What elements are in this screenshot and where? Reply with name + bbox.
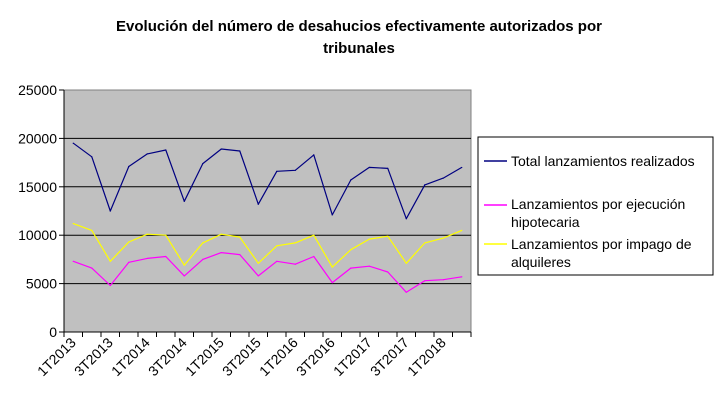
data-point	[405, 218, 407, 220]
data-point	[294, 263, 296, 265]
x-tick-label: 1T2013	[34, 334, 79, 379]
y-tick-label: 10000	[18, 227, 57, 243]
data-point	[424, 280, 426, 282]
data-point	[387, 167, 389, 170]
legend-label-hipotecaria-line-1: Lanzamientos por ejecución	[511, 196, 685, 212]
data-point	[72, 142, 74, 144]
chart-title-line-1: Evolución del número de desahucios efect…	[116, 18, 602, 35]
y-tick-label: 20000	[18, 130, 57, 146]
data-point	[109, 210, 111, 212]
series-line-3	[73, 223, 463, 268]
x-tick-label: 1T2017	[330, 334, 375, 379]
data-point	[91, 229, 93, 231]
data-point	[350, 267, 352, 269]
data-point	[313, 154, 315, 156]
data-point	[239, 253, 241, 256]
data-point	[424, 242, 426, 244]
data-point	[387, 271, 389, 273]
data-point	[368, 265, 370, 267]
data-point	[128, 261, 130, 263]
data-point	[442, 237, 444, 239]
legend-box	[477, 136, 714, 276]
x-tick-label: 1T2018	[404, 334, 449, 379]
data-point	[146, 257, 148, 260]
data-point	[202, 242, 204, 244]
data-point	[331, 282, 333, 284]
x-tick-label: 3T2016	[293, 334, 338, 379]
chart-title-line-2: tribunales	[323, 40, 395, 57]
data-point	[128, 165, 130, 168]
data-point	[461, 166, 463, 169]
data-point	[91, 156, 93, 158]
data-point	[165, 255, 167, 258]
data-point	[313, 255, 315, 258]
legend-label-hipotecaria-line-2: hipotecaria	[511, 214, 580, 230]
legend-label-alquileres-line-1: Lanzamientos por impago de	[511, 236, 692, 252]
series-line-1	[72, 142, 463, 220]
data-point	[220, 233, 222, 235]
series-line-2	[73, 252, 462, 293]
data-point	[146, 153, 148, 155]
data-point	[257, 262, 259, 264]
x-tick-label: 1T2015	[182, 334, 227, 379]
data-point	[276, 245, 278, 247]
data-point	[368, 238, 370, 240]
data-point	[405, 262, 407, 264]
data-point	[424, 184, 426, 186]
data-point	[257, 275, 259, 277]
series-lines	[72, 142, 463, 293]
data-point	[276, 260, 278, 262]
data-point	[461, 229, 463, 231]
x-axis: 1T20133T20131T20143T20141T20153T20151T20…	[34, 331, 472, 379]
data-point	[294, 169, 296, 171]
y-tick-label: 15000	[18, 179, 57, 195]
data-point	[368, 166, 370, 169]
data-point	[442, 279, 444, 281]
data-point	[91, 267, 93, 269]
data-point	[239, 150, 241, 152]
data-point	[202, 162, 204, 165]
data-point	[146, 233, 148, 235]
data-point	[165, 234, 167, 236]
legend: Total lanzamientos realizados Lanzamient…	[477, 136, 714, 276]
data-point	[72, 222, 74, 225]
y-axis: 0 5000 10000 15000 20000 25000	[18, 82, 65, 340]
data-point	[220, 252, 222, 254]
y-tick-label: 25000	[18, 82, 57, 98]
data-point	[257, 203, 259, 205]
x-tick-label: 1T2014	[108, 334, 153, 379]
data-point	[276, 170, 278, 172]
data-point	[331, 266, 333, 268]
legend-label-alquileres-line-2: alquileres	[511, 254, 571, 270]
data-point	[350, 179, 352, 181]
data-point	[109, 284, 111, 287]
data-point	[350, 249, 352, 251]
data-point	[202, 258, 204, 260]
data-point	[387, 235, 389, 237]
data-point	[183, 200, 185, 202]
x-tick-label: 1T2016	[256, 334, 301, 379]
data-point	[442, 177, 444, 179]
x-tick-label: 3T2015	[219, 334, 264, 379]
x-tick-label: 3T2017	[367, 334, 412, 379]
y-tick-label: 0	[49, 324, 57, 340]
data-point	[128, 241, 130, 243]
data-point	[183, 275, 185, 277]
data-point	[405, 291, 407, 293]
data-point	[183, 264, 185, 266]
x-tick-label: 3T2013	[71, 334, 116, 379]
data-point	[72, 260, 74, 262]
data-point	[220, 148, 222, 150]
data-point	[331, 214, 333, 216]
data-point	[165, 149, 167, 151]
data-point	[239, 236, 241, 238]
data-point	[461, 276, 463, 278]
data-point	[313, 234, 315, 236]
legend-label-total: Total lanzamientos realizados	[511, 153, 695, 169]
data-point	[109, 260, 111, 262]
x-tick-label: 3T2014	[145, 334, 190, 379]
y-tick-label: 5000	[26, 276, 57, 292]
data-point	[294, 242, 296, 244]
